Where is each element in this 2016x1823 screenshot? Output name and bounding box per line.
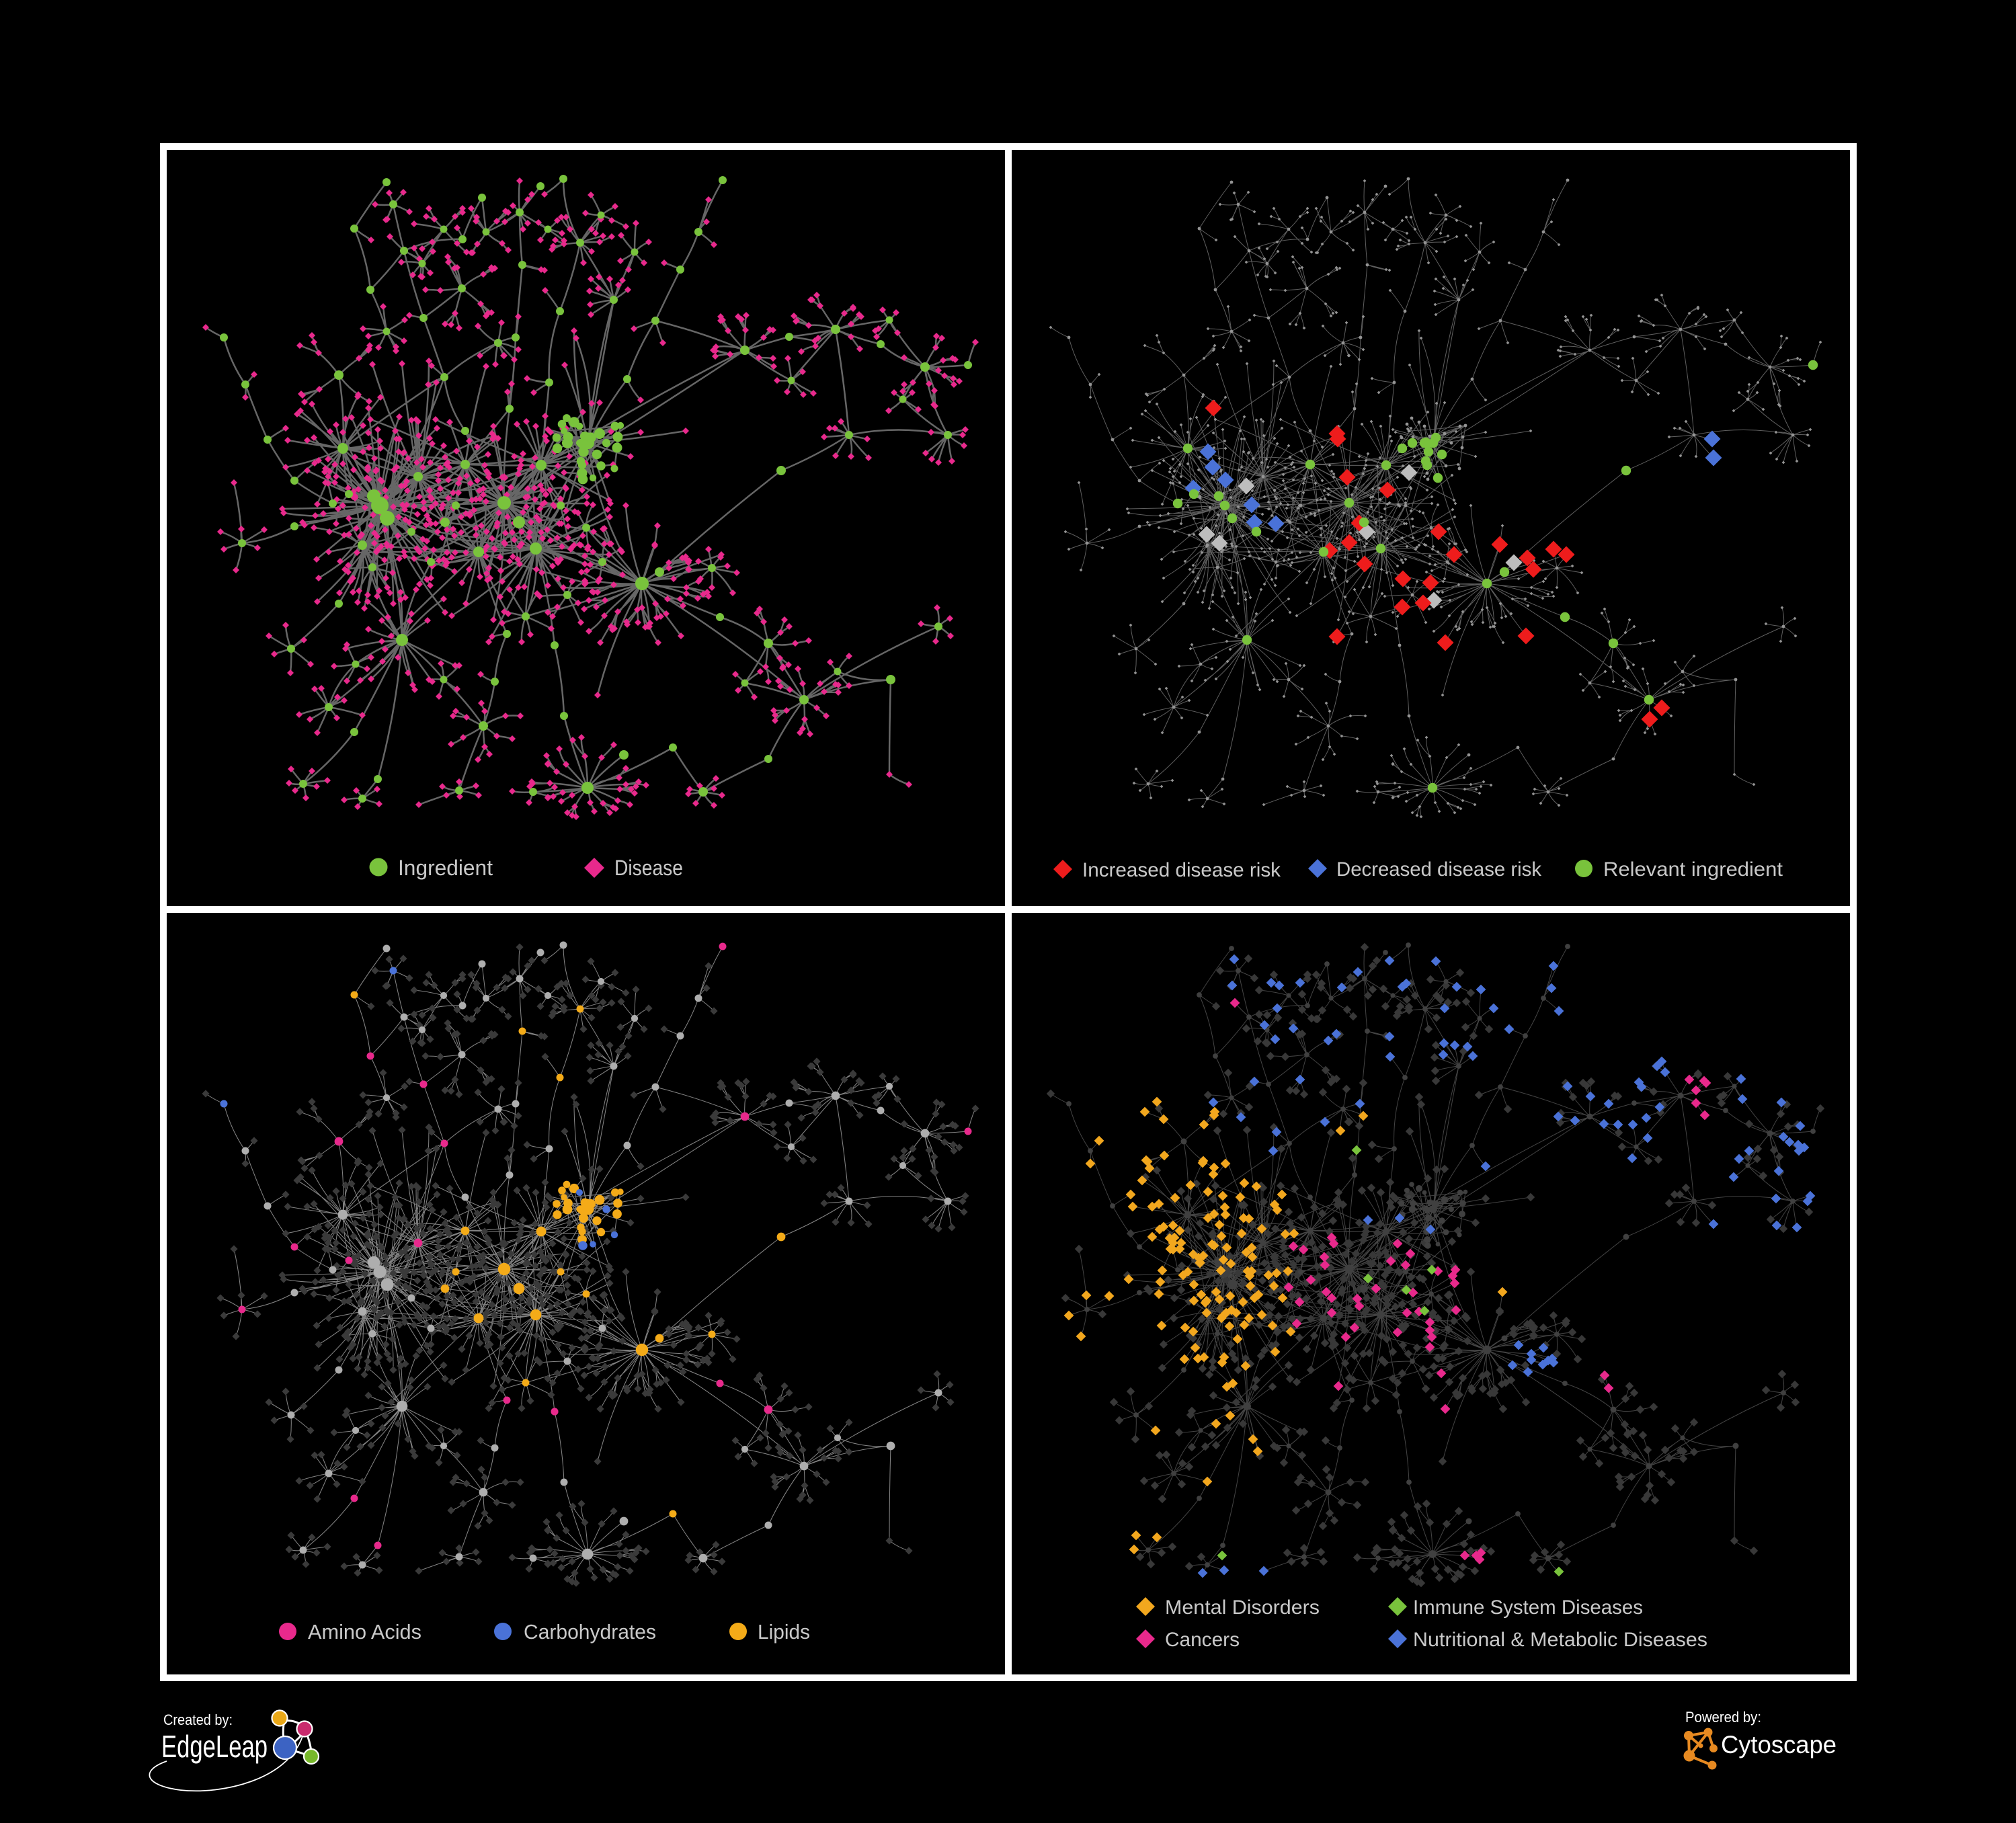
svg-text:Immune System Diseases: Immune System Diseases bbox=[1413, 1596, 1643, 1619]
svg-text:Cancers: Cancers bbox=[1165, 1629, 1240, 1651]
svg-text:Cytoscape: Cytoscape bbox=[1721, 1731, 1837, 1758]
svg-text:EdgeLeap: EdgeLeap bbox=[161, 1729, 268, 1764]
svg-text:Created by:: Created by: bbox=[163, 1711, 233, 1728]
svg-text:Ingredient: Ingredient bbox=[398, 856, 493, 880]
svg-text:Powered by:: Powered by: bbox=[1685, 1709, 1761, 1726]
svg-text:Decreased disease risk: Decreased disease risk bbox=[1336, 858, 1542, 881]
svg-text:Amino Acids: Amino Acids bbox=[308, 1620, 421, 1644]
svg-text:Mental Disorders: Mental Disorders bbox=[1165, 1596, 1320, 1619]
svg-text:Relevant ingredient: Relevant ingredient bbox=[1603, 858, 1783, 881]
svg-text:Nutritional & Metabolic Diseas: Nutritional & Metabolic Diseases bbox=[1413, 1629, 1707, 1651]
svg-text:Carbohydrates: Carbohydrates bbox=[524, 1620, 656, 1644]
svg-text:Lipids: Lipids bbox=[758, 1620, 810, 1644]
svg-text:Increased disease risk: Increased disease risk bbox=[1082, 859, 1281, 881]
svg-text:Disease: Disease bbox=[614, 856, 683, 880]
